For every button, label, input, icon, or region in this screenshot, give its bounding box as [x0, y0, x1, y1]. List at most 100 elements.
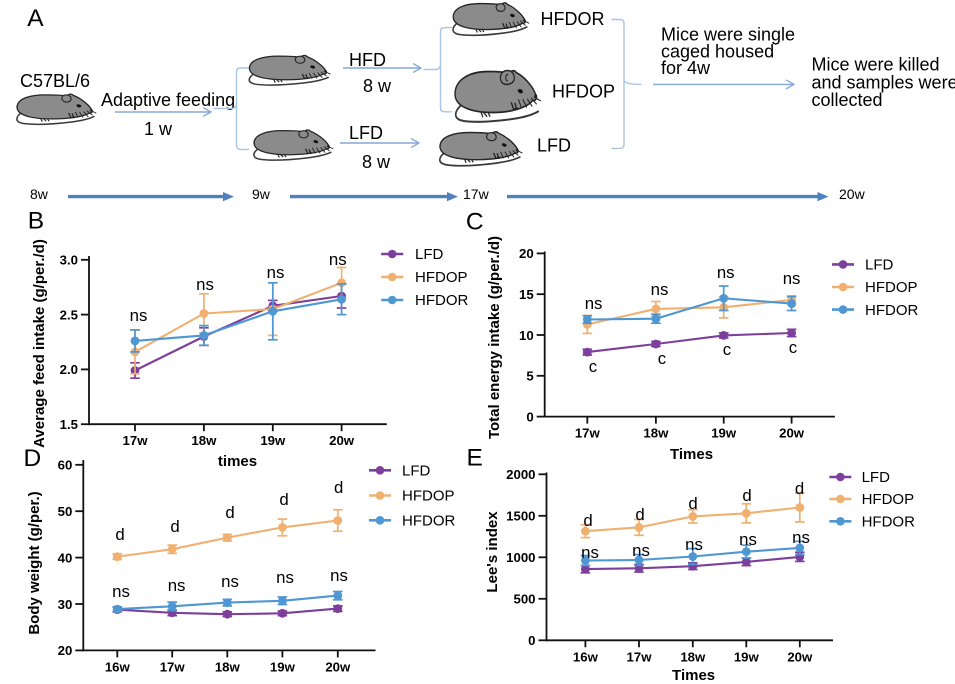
- svg-text:17w: 17w: [627, 649, 653, 664]
- svg-text:ns: ns: [585, 294, 603, 313]
- svg-text:17w: 17w: [575, 426, 601, 441]
- svg-text:HFDOR: HFDOR: [865, 302, 918, 319]
- svg-text:LFD: LFD: [862, 469, 891, 486]
- svg-text:2000: 2000: [506, 467, 535, 482]
- svg-text:d: d: [742, 486, 751, 505]
- svg-text:for 4w: for 4w: [661, 58, 711, 78]
- svg-text:LFD: LFD: [537, 136, 571, 156]
- svg-text:ns: ns: [276, 568, 294, 587]
- svg-text:19w: 19w: [260, 433, 286, 448]
- svg-text:ns: ns: [130, 306, 148, 325]
- svg-text:20: 20: [58, 643, 73, 658]
- svg-text:HFDOR: HFDOR: [862, 514, 915, 531]
- svg-text:500: 500: [513, 592, 535, 607]
- svg-text:8 w: 8 w: [363, 76, 392, 96]
- svg-text:ns: ns: [792, 528, 810, 547]
- svg-text:15: 15: [519, 287, 534, 302]
- svg-text:ns: ns: [112, 582, 130, 601]
- svg-text:d: d: [225, 503, 234, 522]
- svg-text:ns: ns: [329, 250, 347, 269]
- svg-text:LFD: LFD: [865, 257, 894, 274]
- svg-text:ns: ns: [168, 576, 186, 595]
- svg-text:c: c: [658, 349, 666, 368]
- svg-text:Times: Times: [670, 446, 713, 463]
- svg-text:3.0: 3.0: [60, 253, 78, 268]
- svg-text:c: c: [589, 357, 597, 376]
- svg-text:19w: 19w: [734, 649, 760, 664]
- svg-text:HFDOR: HFDOR: [541, 9, 605, 29]
- svg-text:ns: ns: [330, 566, 348, 585]
- svg-text:8 w: 8 w: [362, 152, 391, 172]
- svg-text:c: c: [723, 340, 731, 359]
- svg-text:HFDOP: HFDOP: [402, 488, 455, 505]
- svg-text:ns: ns: [783, 269, 801, 288]
- svg-text:ns: ns: [651, 280, 669, 299]
- svg-text:16w: 16w: [573, 649, 599, 664]
- svg-text:20w: 20w: [325, 659, 351, 674]
- svg-text:ns: ns: [632, 541, 650, 560]
- svg-text:ns: ns: [685, 535, 703, 554]
- svg-text:Total energy intake (g/per./d): Total energy intake (g/per./d): [486, 236, 503, 439]
- svg-text:0: 0: [528, 633, 535, 648]
- svg-text:18w: 18w: [680, 649, 706, 664]
- svg-text:c: c: [789, 338, 797, 357]
- svg-text:Body weight (g/per.): Body weight (g/per.): [26, 491, 43, 634]
- svg-text:10: 10: [519, 328, 534, 343]
- svg-text:caged housed: caged housed: [661, 41, 774, 61]
- svg-text:d: d: [279, 490, 288, 509]
- svg-text:d: d: [334, 478, 343, 497]
- svg-text:1000: 1000: [506, 550, 535, 565]
- svg-text:collected: collected: [812, 90, 883, 110]
- svg-text:d: d: [583, 511, 592, 530]
- svg-text:C57BL/6: C57BL/6: [20, 71, 90, 91]
- svg-text:B: B: [28, 207, 44, 234]
- svg-text:20: 20: [519, 246, 534, 261]
- svg-text:d: d: [795, 479, 804, 498]
- svg-text:17w: 17w: [463, 186, 490, 202]
- svg-text:HFD: HFD: [349, 50, 386, 70]
- svg-text:ns: ns: [267, 263, 285, 282]
- svg-text:Average feed intake (g/per./d): Average feed intake (g/per./d): [31, 239, 48, 448]
- svg-text:E: E: [467, 445, 483, 472]
- svg-text:LFD: LFD: [402, 463, 431, 480]
- svg-text:20w: 20w: [787, 649, 813, 664]
- svg-text:0: 0: [526, 409, 533, 424]
- svg-text:9w: 9w: [252, 186, 271, 202]
- svg-text:5: 5: [526, 369, 533, 384]
- svg-text:60: 60: [58, 458, 73, 473]
- svg-text:ns: ns: [717, 263, 735, 282]
- svg-text:1 w: 1 w: [144, 119, 173, 139]
- svg-text:18w: 18w: [643, 426, 669, 441]
- svg-text:1500: 1500: [506, 509, 535, 524]
- svg-text:HFDOR: HFDOR: [402, 513, 455, 530]
- svg-text:18w: 18w: [191, 433, 217, 448]
- svg-text:d: d: [115, 525, 124, 544]
- svg-text:D: D: [24, 445, 42, 472]
- svg-text:ns: ns: [221, 572, 239, 591]
- svg-text:19w: 19w: [711, 426, 737, 441]
- svg-text:LFD: LFD: [349, 123, 383, 143]
- svg-text:50: 50: [58, 504, 73, 519]
- svg-text:d: d: [688, 494, 697, 513]
- svg-text:20w: 20w: [779, 426, 805, 441]
- svg-text:18w: 18w: [215, 659, 241, 674]
- svg-text:17w: 17w: [123, 433, 149, 448]
- svg-text:HFDOP: HFDOP: [862, 491, 915, 508]
- svg-text:ns: ns: [581, 543, 599, 562]
- svg-text:2.0: 2.0: [60, 362, 78, 377]
- svg-text:2.5: 2.5: [60, 307, 78, 322]
- svg-text:20w: 20w: [329, 433, 355, 448]
- svg-text:ns: ns: [196, 275, 214, 294]
- svg-text:Times: Times: [672, 667, 715, 684]
- svg-text:Mice were killed: Mice were killed: [812, 55, 940, 75]
- svg-text:Mice were single: Mice were single: [661, 25, 795, 45]
- svg-text:19w: 19w: [270, 659, 296, 674]
- svg-text:HFDOR: HFDOR: [415, 292, 468, 309]
- svg-text:40: 40: [58, 550, 73, 565]
- svg-text:A: A: [27, 5, 44, 32]
- svg-text:Adaptive feeding: Adaptive feeding: [101, 90, 235, 110]
- svg-text:d: d: [635, 505, 644, 524]
- svg-text:1.5: 1.5: [60, 417, 78, 432]
- svg-text:and samples were: and samples were: [812, 72, 955, 92]
- svg-text:HFDOP: HFDOP: [865, 279, 918, 296]
